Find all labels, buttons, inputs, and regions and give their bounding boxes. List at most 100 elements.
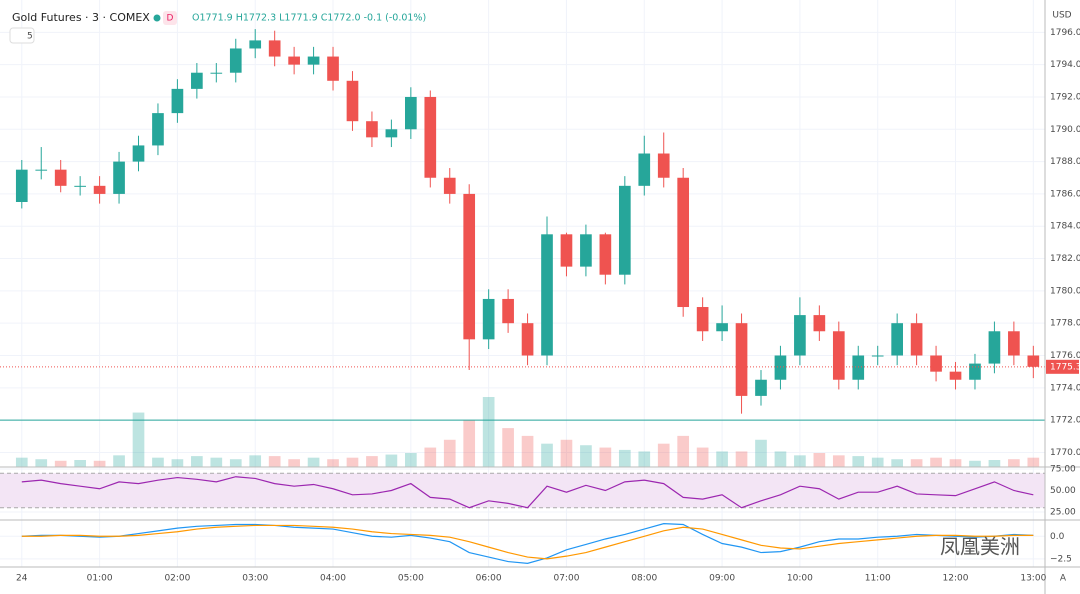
volume-bar [774,451,787,467]
delay-badge [163,11,177,25]
candle-body [405,96,417,130]
candle-body [599,234,612,275]
candle-body [424,96,437,178]
candle-body [871,355,884,357]
ohlc-header: O1771.9 H1772.3 L1771.9 C1772.0 -0.1 (-0… [192,13,426,24]
volume-bar [794,455,806,467]
indicator-toggle[interactable] [9,27,35,44]
candle-body [716,323,728,332]
candle-body [774,355,787,380]
volume-bar [813,453,826,467]
y-tick-label: 75.00 [1050,464,1076,474]
volume-bar [152,457,164,467]
y-tick-label: 1790.0 [1050,125,1080,135]
y-tick-label: 1786.0 [1050,189,1080,199]
candle-body [618,185,631,275]
candle-body [385,129,398,138]
x-tick-label: 03:00 [242,574,268,584]
candle-body [191,72,203,89]
volume-bar [988,460,1001,467]
y-tick-label: 1794.0 [1050,60,1080,70]
candle-body [541,234,553,356]
candle-body [794,315,806,356]
candle-body [677,177,690,308]
candle-body [268,40,281,57]
volume-bar [502,428,514,467]
volume-bar [424,447,437,467]
candle-body [657,153,670,178]
candle-body [813,315,826,332]
volume-bar [366,456,378,467]
interval: 5 [27,32,33,42]
volume-bar [346,457,359,467]
y-tick-label: −2.5 [1050,554,1072,564]
candle-body [580,234,592,267]
candle-body [521,323,534,356]
candle-body [132,145,145,162]
volume-bar [74,460,86,467]
y-tick-label: 1782.0 [1050,254,1080,264]
candle-body [15,169,28,202]
volume-bar [249,455,262,467]
candle-body [249,40,262,49]
y-tick-label: 1788.0 [1050,157,1080,167]
rsi-line [21,476,1034,509]
x-tick-label: 13:00 [1020,574,1046,584]
volume-bar [580,445,592,467]
volume-bar [191,456,203,467]
macd-line [21,523,1034,564]
volume-bar [327,459,339,467]
y-tick-label: 1796.0 [1050,28,1080,38]
candle-body [852,355,865,380]
candle-body [891,323,903,356]
x-tick-label: 05:00 [398,574,424,584]
y-tick-label: 1784.0 [1050,222,1080,232]
candle-body [930,355,942,372]
candle-body [171,88,184,114]
macd-line [21,524,1034,560]
volume-bar [405,453,417,467]
candle-body [735,323,748,396]
candle-body [229,48,242,73]
volume-bar [716,451,728,467]
volume-bar [541,443,553,467]
candle-body [210,72,223,74]
x-tick-label: 09:00 [709,574,735,584]
y-tick-label: 1772.0 [1050,416,1080,426]
candle-body [54,169,67,186]
volume-bar [618,449,631,467]
rsi-band [0,473,1045,508]
candle-body [346,80,359,122]
volume-bar [560,439,573,467]
volume-bar [677,435,690,467]
delay-mark: D [167,14,174,24]
volume-bar [54,460,67,467]
y-tick-label: 1776.0 [1050,351,1080,361]
x-tick-label: 24 [16,574,28,584]
volume-bar [288,459,300,467]
symbol: Gold Futures · 3 · COMEX [12,11,150,24]
volume-bar [735,451,748,467]
volume-bar [657,443,670,467]
x-tick-label: 02:00 [164,574,190,584]
scale-mode[interactable]: A [1060,574,1067,584]
volume-bar [755,439,767,467]
y-tick-label: 1778.0 [1050,319,1080,329]
candle-body [327,56,339,81]
volume-bar [949,459,962,467]
y-tick-label: 1774.0 [1050,383,1080,393]
volume-bar [871,457,884,467]
candle-body [366,121,378,138]
candle-body [638,153,651,186]
currency: USD [1052,11,1071,21]
candle-body [1008,331,1020,356]
candle-body [1027,355,1040,367]
volume-bar [132,412,145,467]
volume-bar [521,435,534,467]
volume-bar [910,459,923,467]
y-tick-label: 0.0 [1050,532,1065,542]
volume-bar [852,456,865,467]
candle-body [443,177,456,194]
volume-bar [463,420,476,467]
